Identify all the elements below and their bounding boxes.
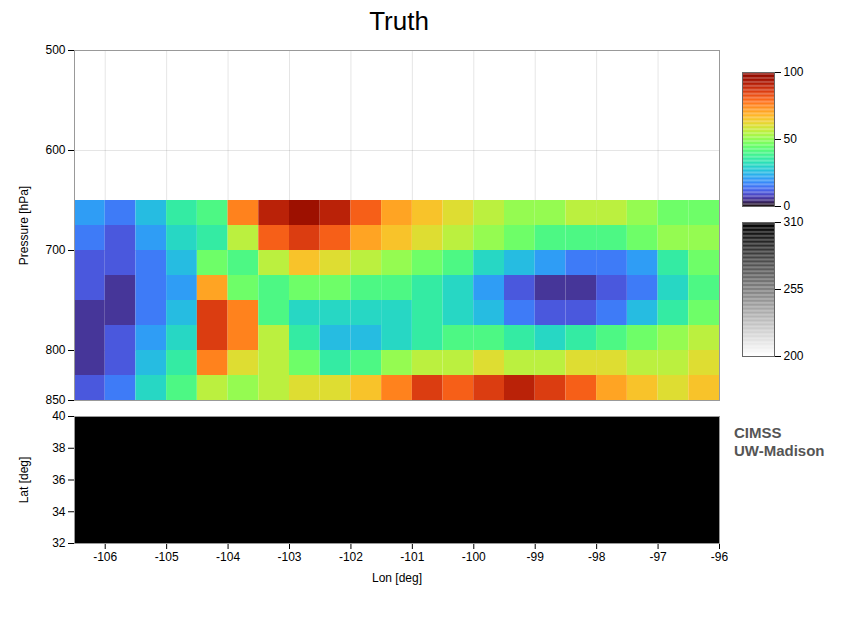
svg-text:-103: -103 [277,550,301,564]
html-text:CIMSS: CIMSS [734,424,782,441]
html-text:UW-Madison: UW-Madison [734,442,825,459]
svg-text:-100: -100 [462,550,486,564]
svg-text:38: 38 [52,441,66,455]
svg-text:-99: -99 [527,550,545,564]
svg-text:-105: -105 [155,550,179,564]
svg-text:50: 50 [784,132,798,146]
svg-text:500: 500 [45,43,65,57]
svg-text:-104: -104 [216,550,240,564]
svg-text:-102: -102 [339,550,363,564]
svg-text:-101: -101 [400,550,424,564]
svg-text:Lon [deg]: Lon [deg] [372,571,422,585]
svg-text:-106: -106 [93,550,117,564]
html-text:Truth: Truth [369,6,429,36]
svg-text:310: 310 [784,215,804,229]
svg-text:-97: -97 [649,550,667,564]
svg-text:0: 0 [784,199,791,213]
svg-text:255: 255 [784,282,804,296]
svg-text:40: 40 [52,409,66,423]
svg-text:Lat [deg]: Lat [deg] [17,457,31,504]
svg-text:600: 600 [45,143,65,157]
svg-text:200: 200 [784,349,804,363]
svg-text:850: 850 [45,393,65,407]
svg-text:100: 100 [784,65,804,79]
svg-text:Pressure [hPa]: Pressure [hPa] [17,186,31,265]
svg-text:700: 700 [45,243,65,257]
svg-text:-96: -96 [711,550,729,564]
svg-text:800: 800 [45,343,65,357]
svg-text:32: 32 [52,536,66,550]
svg-text:36: 36 [52,473,66,487]
svg-text:-98: -98 [588,550,606,564]
svg-text:34: 34 [52,505,66,519]
